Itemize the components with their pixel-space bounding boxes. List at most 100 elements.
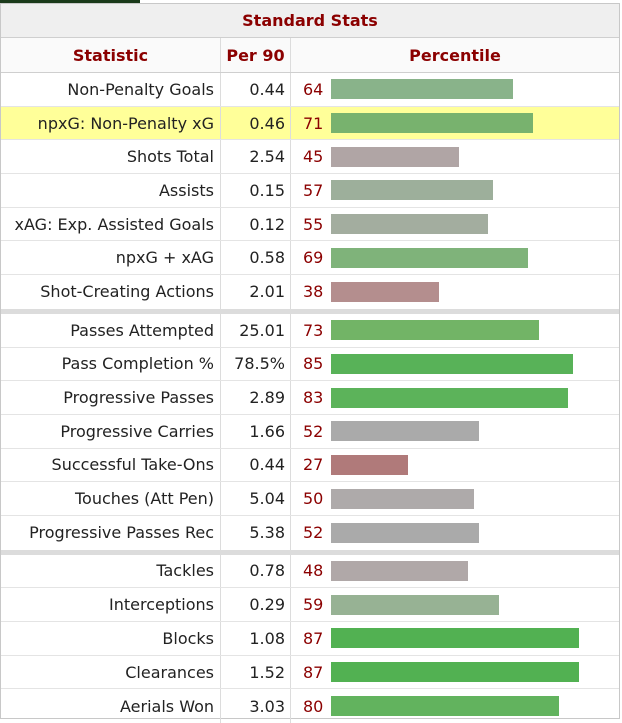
table-row: Progressive Passes Rec 5.38 52 xyxy=(1,515,619,550)
table-row: Touches (Att Pen) 5.04 50 xyxy=(1,482,619,516)
percentile-cell: 80 xyxy=(291,689,619,723)
table-row: Passes Attempted 25.01 73 xyxy=(1,313,619,348)
header-per90[interactable]: Per 90 xyxy=(221,38,291,72)
percentile-cell: 52 xyxy=(291,516,619,550)
table-row: Shots Total 2.54 45 xyxy=(1,140,619,175)
stat-name: Blocks xyxy=(1,622,221,655)
per90-value: 78.5% xyxy=(221,347,291,381)
table-row: Progressive Passes 2.89 83 xyxy=(1,381,619,415)
per90-value: 0.29 xyxy=(221,588,291,621)
percentile-bar xyxy=(331,247,528,268)
percentile-value: 52 xyxy=(303,523,324,543)
percentile-cell: 38 xyxy=(291,275,619,309)
stat-name: Progressive Carries xyxy=(1,414,221,448)
percentile-bar xyxy=(331,696,559,717)
percentile-bar xyxy=(331,79,514,100)
stat-name: Aerials Won xyxy=(1,689,221,723)
percentile-cell: 48 xyxy=(291,555,619,588)
per90-value: 1.08 xyxy=(221,622,291,655)
table-row: Blocks 1.08 87 xyxy=(1,622,619,656)
per90-value: 0.78 xyxy=(221,554,291,588)
stat-name: Successful Take-Ons xyxy=(1,448,221,482)
table-row: Interceptions 0.29 59 xyxy=(1,588,619,622)
table-row: npxG: Non-Penalty xG 0.46 71 xyxy=(1,106,619,141)
percentile-cell: 52 xyxy=(291,415,619,448)
standard-stats-table: Standard Stats Statistic Per 90 Percenti… xyxy=(0,3,620,723)
stat-name: Shots Total xyxy=(1,140,221,174)
percentile-bar xyxy=(331,320,540,341)
per90-value: 0.44 xyxy=(221,448,291,482)
table-row: npxG + xAG 0.58 69 xyxy=(1,241,619,276)
percentile-value: 55 xyxy=(303,214,324,234)
percentile-value: 48 xyxy=(303,561,324,581)
table-caption: Standard Stats xyxy=(1,4,619,38)
stat-name: Touches (Att Pen) xyxy=(1,482,221,515)
per90-value: 3.03 xyxy=(221,689,291,723)
percentile-bar xyxy=(331,113,534,134)
table-row: Assists 0.15 57 xyxy=(1,174,619,208)
stat-name: Passes Attempted xyxy=(1,313,221,347)
per90-value: 0.46 xyxy=(221,106,291,140)
percentile-value: 59 xyxy=(303,595,324,615)
percentile-bar xyxy=(331,488,474,509)
percentile-value: 87 xyxy=(303,628,324,648)
per90-value: 0.58 xyxy=(221,241,291,275)
stat-name: Shot-Creating Actions xyxy=(1,275,221,309)
percentile-value: 69 xyxy=(303,248,324,268)
percentile-cell: 85 xyxy=(291,348,619,381)
stat-name: Pass Completion % xyxy=(1,347,221,381)
percentile-cell: 87 xyxy=(291,622,619,655)
percentile-cell: 83 xyxy=(291,381,619,414)
percentile-bar xyxy=(331,560,468,581)
percentile-value: 80 xyxy=(303,696,324,716)
percentile-cell: 87 xyxy=(291,656,619,689)
percentile-cell: 71 xyxy=(291,107,619,140)
table-row: Shot-Creating Actions 2.01 38 xyxy=(1,275,619,309)
percentile-value: 45 xyxy=(303,147,324,167)
percentile-bar xyxy=(331,146,460,167)
percentile-bar xyxy=(331,387,568,408)
table-row: Progressive Carries 1.66 52 xyxy=(1,414,619,449)
percentile-bar xyxy=(331,353,574,374)
per90-value: 2.89 xyxy=(221,381,291,414)
percentile-value: 50 xyxy=(303,489,324,509)
percentile-cell: 55 xyxy=(291,208,619,241)
per90-value: 2.54 xyxy=(221,140,291,174)
stat-group: Tackles 0.78 48 Interceptions 0.29 59 Blocks 1.… xyxy=(1,554,619,723)
percentile-value: 71 xyxy=(303,113,324,133)
per90-value: 25.01 xyxy=(221,313,291,347)
stat-name: Non-Penalty Goals xyxy=(1,73,221,106)
percentile-bar xyxy=(331,594,500,615)
per90-value: 1.52 xyxy=(221,655,291,689)
stat-name: Interceptions xyxy=(1,588,221,621)
percentile-value: 52 xyxy=(303,421,324,441)
stat-name: Clearances xyxy=(1,655,221,689)
percentile-cell: 69 xyxy=(291,241,619,274)
percentile-cell: 45 xyxy=(291,140,619,173)
per90-value: 0.44 xyxy=(221,73,291,106)
table-row: Successful Take-Ons 0.44 27 xyxy=(1,448,619,483)
percentile-bar xyxy=(331,522,480,543)
percentile-cell: 50 xyxy=(291,482,619,515)
percentile-cell: 64 xyxy=(291,73,619,106)
percentile-value: 87 xyxy=(303,662,324,682)
percentile-bar xyxy=(331,662,579,683)
per90-value: 2.01 xyxy=(221,275,291,309)
table-header-row: Statistic Per 90 Percentile xyxy=(1,38,619,73)
table-row: Non-Penalty Goals 0.44 64 xyxy=(1,73,619,107)
header-statistic[interactable]: Statistic xyxy=(1,38,221,72)
stat-group: Non-Penalty Goals 0.44 64 npxG: Non-Penalty… xyxy=(1,73,619,314)
percentile-bar xyxy=(331,281,440,302)
stat-name: Progressive Passes Rec xyxy=(1,515,221,550)
percentile-cell: 27 xyxy=(291,449,619,482)
per90-value: 1.66 xyxy=(221,414,291,448)
per90-value: 5.04 xyxy=(221,482,291,515)
percentile-bar xyxy=(331,628,579,649)
percentile-value: 85 xyxy=(303,354,324,374)
percentile-bar xyxy=(331,214,488,235)
percentile-bar xyxy=(331,180,494,201)
stat-name: npxG: Non-Penalty xG xyxy=(1,106,221,140)
header-percentile[interactable]: Percentile xyxy=(409,45,501,65)
per90-value: 0.12 xyxy=(221,207,291,241)
percentile-value: 73 xyxy=(303,320,324,340)
